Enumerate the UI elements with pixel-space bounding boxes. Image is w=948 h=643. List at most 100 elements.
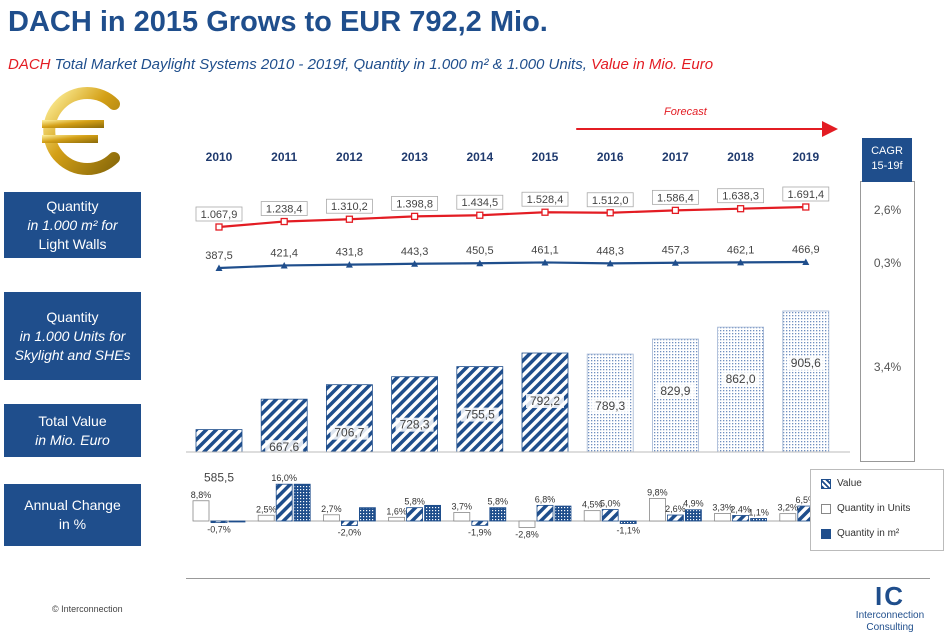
- point-walls-2016: [606, 209, 614, 217]
- bar-value-2014: [456, 366, 504, 453]
- cagr-m2: 0,3%: [873, 256, 902, 270]
- point-walls-2015: [541, 208, 549, 216]
- data-label-box-walls-2013: [391, 195, 439, 211]
- data-label-box-walls-2012: [325, 198, 373, 214]
- bar-change-units-2014: [453, 512, 471, 522]
- point-units-2015: [541, 258, 549, 266]
- year-label-2014: 2014: [466, 150, 494, 164]
- legend: Value Quantity in Units Quantity in m²: [810, 469, 944, 551]
- data-label-walls-2013: 1.398,8: [396, 198, 433, 210]
- bar-change-value-2010: [210, 520, 228, 524]
- bar-change-value-2014: [471, 520, 489, 526]
- data-label-walls-2017: 1.586,4: [657, 192, 694, 204]
- bar-change-units-2018: [714, 513, 731, 522]
- bar-change-value-2015: [536, 504, 554, 522]
- year-label-2019: 2019: [792, 150, 820, 164]
- forecast-label: Forecast: [664, 106, 707, 118]
- data-label-change-units-2010: 8,8%: [191, 490, 212, 500]
- year-label-2018: 2018: [727, 150, 754, 164]
- bar-value-2017: [652, 338, 699, 453]
- data-label-bg-value-2017: [656, 384, 695, 399]
- row-label-walls: Quantity in 1.000 m² for Light Walls: [4, 192, 141, 258]
- page-subtitle: DACH Total Market Daylight Systems 2010 …: [8, 56, 713, 73]
- data-label-walls-2016: 1.512,0: [592, 195, 629, 207]
- data-label-change-m2-2017: 4,9%: [683, 499, 704, 509]
- data-label-units-2014: 450,5: [466, 245, 494, 257]
- data-label-value-2018: 862,0: [726, 372, 756, 386]
- data-label-value-2016: 789,3: [595, 399, 625, 413]
- cagr-header-line2: 15-19f: [871, 160, 903, 172]
- euro-icon: [42, 87, 120, 175]
- data-label-units-2019: 466,9: [792, 244, 820, 256]
- point-walls-2010: [215, 223, 223, 231]
- data-label-change-value-2017: 2,6%: [665, 504, 686, 514]
- footer-divider: [186, 578, 930, 579]
- point-walls-2011: [280, 217, 288, 226]
- point-walls-2014: [476, 211, 484, 219]
- data-label-walls-2011: 1.238,4: [266, 204, 303, 216]
- row-label-units-line3: Skylight and SHEs: [14, 346, 131, 363]
- point-units-2012: [345, 261, 353, 268]
- data-label-bg-value-2018: [721, 372, 760, 387]
- cagr-header-line1: CAGR: [871, 145, 903, 157]
- data-label-value-2019: 905,6: [791, 356, 821, 370]
- bar-value-2013: [391, 376, 439, 453]
- row-label-change: Annual Change in %: [4, 484, 141, 546]
- data-label-walls-2010: 1.067,9: [201, 209, 238, 221]
- data-label-change-units-2012: 2,7%: [321, 504, 342, 514]
- bar-change-value-2013: [406, 507, 424, 522]
- data-label-change-units-2017: 9,8%: [647, 487, 668, 497]
- row-label-change-line2: in %: [58, 516, 87, 532]
- data-label-change-m2-2014: 5,8%: [488, 497, 509, 507]
- data-label-change-units-2016: 4,5%: [582, 500, 603, 510]
- point-walls-2017: [671, 206, 680, 215]
- data-label-box-walls-2016: [586, 192, 634, 208]
- legend-swatch-m2: [821, 528, 831, 539]
- subtitle-value-unit: Value in Mio. Euro: [591, 56, 714, 73]
- data-label-bg-value-2015: [526, 394, 564, 409]
- data-label-walls-2012: 1.310,2: [331, 201, 368, 213]
- year-label-2010: 2010: [205, 150, 233, 164]
- bar-change-m2-2013: [424, 504, 442, 522]
- year-label-2011: 2011: [271, 150, 298, 164]
- bar-change-m2-2014: [489, 507, 507, 522]
- legend-label-units: Quantity in Units: [837, 503, 911, 514]
- cagr-column: [860, 181, 915, 462]
- data-label-change-value-2012: -2,0%: [338, 528, 362, 538]
- data-label-value-2017: 829,9: [660, 384, 690, 398]
- data-label-walls-2018: 1.638,3: [722, 191, 759, 203]
- data-label-change-value-2016: 5,0%: [600, 499, 621, 509]
- row-label-value-line2: in Mio. Euro: [35, 431, 110, 448]
- year-label-2015: 2015: [531, 150, 559, 164]
- data-label-walls-2019: 1.691,4: [787, 189, 824, 201]
- data-label-change-units-2019: 3,2%: [778, 503, 799, 513]
- row-label-units: Quantity in 1.000 Units for Skylight and…: [4, 292, 141, 380]
- row-label-walls-line3: Light Walls: [38, 235, 107, 252]
- company-logo: IC Interconnection Consulting: [842, 582, 938, 637]
- year-label-2012: 2012: [336, 150, 363, 164]
- point-walls-2019: [802, 203, 810, 211]
- legend-item-m2: Quantity in m²: [821, 528, 899, 539]
- data-label-bg-value-2013: [395, 417, 434, 432]
- data-label-box-walls-2017: [652, 189, 699, 205]
- bar-change-value-2016: [601, 509, 619, 522]
- point-units-2011: [280, 261, 288, 269]
- page-title: DACH in 2015 Grows to EUR 792,2 Mio.: [8, 6, 548, 38]
- row-label-value-line1: Total Value: [38, 412, 107, 429]
- data-label-value-2014: 755,5: [465, 408, 495, 422]
- bar-change-m2-2016: [619, 520, 637, 524]
- data-label-units-2011: 421,4: [270, 247, 298, 259]
- bar-change-value-2018: [732, 515, 749, 522]
- legend-swatch-units: [821, 503, 831, 514]
- logo-line2: Consulting: [866, 622, 914, 633]
- data-label-units-2017: 457,3: [662, 245, 690, 257]
- data-label-units-2012: 431,8: [336, 247, 364, 259]
- data-label-change-units-2014: 3,7%: [452, 501, 473, 511]
- legend-swatch-value: [821, 478, 831, 489]
- row-label-change-line1: Annual Change: [24, 497, 121, 513]
- row-label-units-line2: in 1.000 Units for: [19, 327, 126, 344]
- data-label-value-2010: 585,5: [204, 471, 234, 485]
- subtitle-description: Total Market Daylight Systems 2010 - 201…: [50, 56, 592, 73]
- bar-change-units-2012: [322, 514, 340, 522]
- data-label-value-2011: 667,6: [269, 440, 299, 454]
